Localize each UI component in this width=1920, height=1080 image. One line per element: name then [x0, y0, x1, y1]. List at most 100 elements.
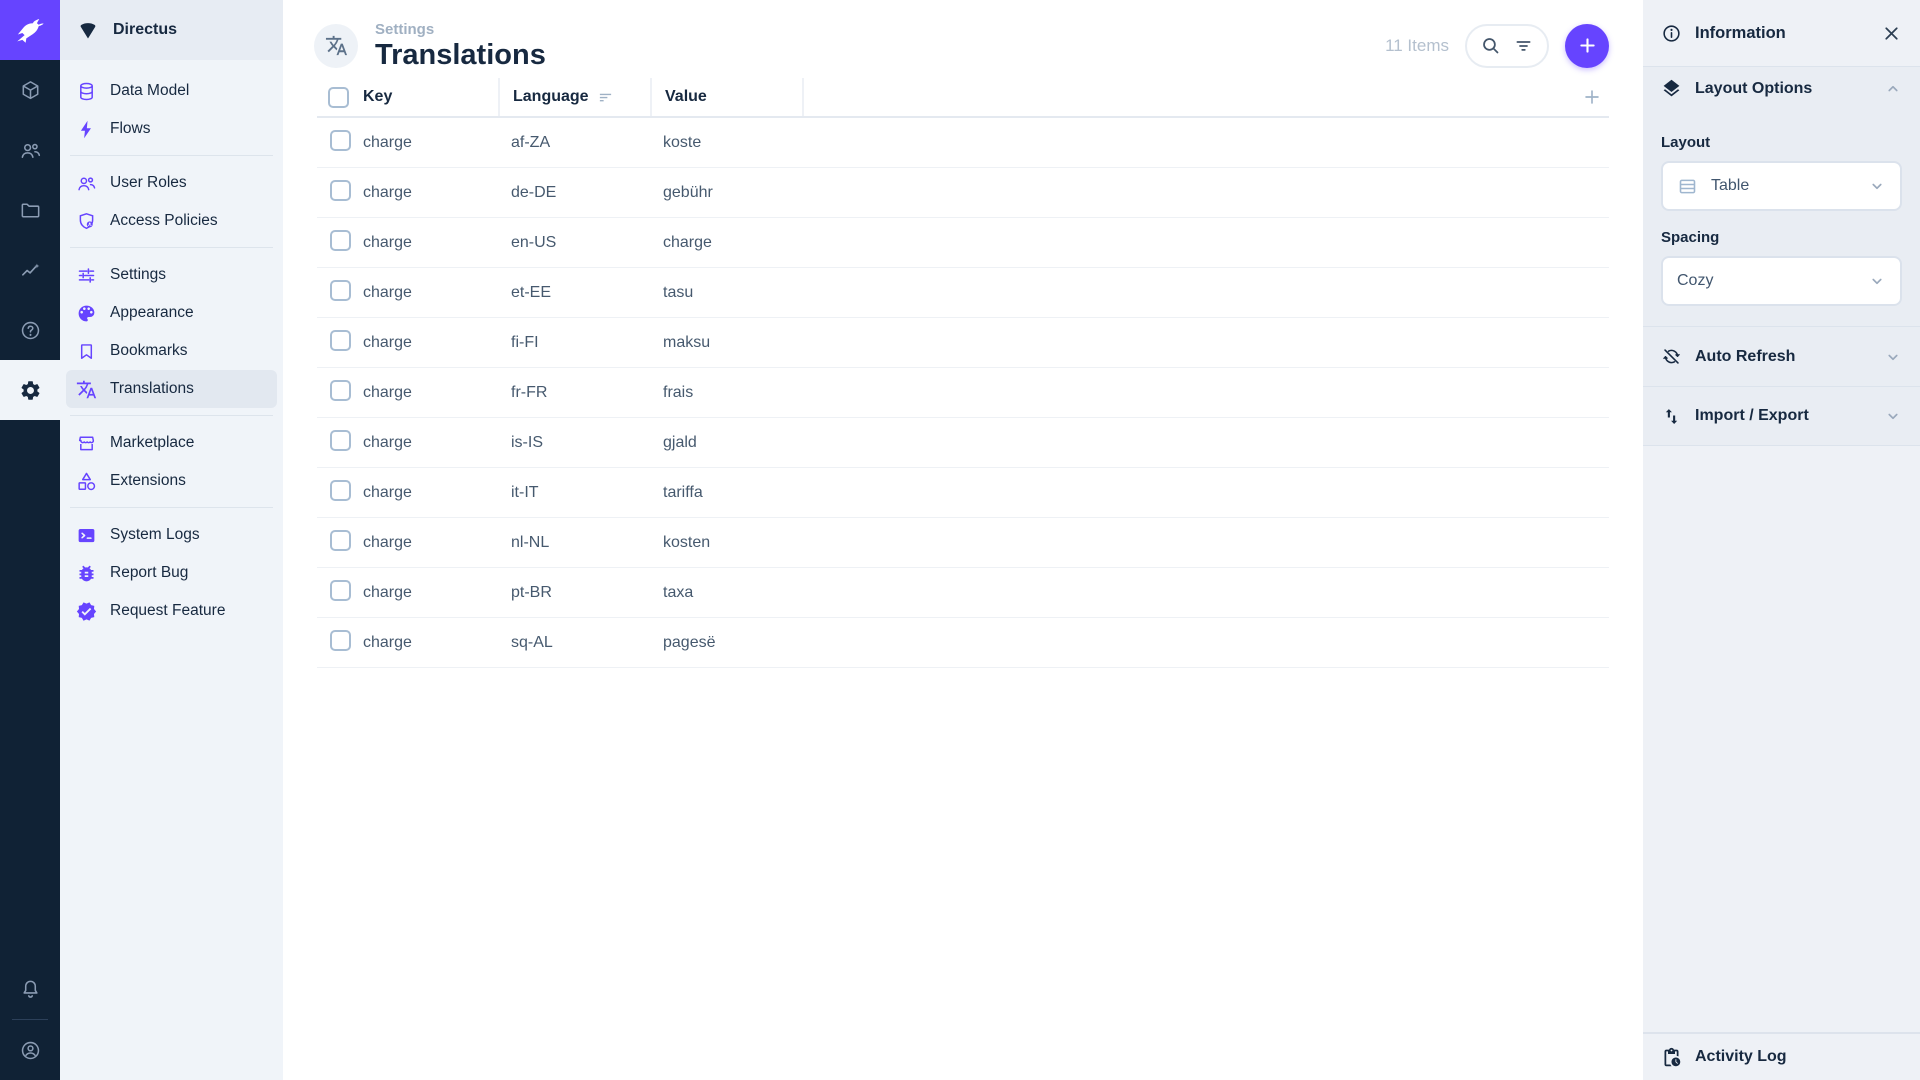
- search-icon: [1483, 38, 1499, 54]
- info-sidebar-title: Information: [1695, 23, 1786, 42]
- row-checkbox[interactable]: [330, 279, 351, 301]
- add-item-button[interactable]: [1565, 23, 1609, 68]
- storefront-icon: [76, 433, 97, 454]
- spacing-select[interactable]: Cozy: [1661, 256, 1902, 306]
- module-users[interactable]: [0, 120, 60, 180]
- cell-key: charge: [363, 333, 412, 351]
- table-row[interactable]: charge pt-BR taxa: [317, 568, 1609, 619]
- table-row[interactable]: charge af-ZA koste: [317, 118, 1609, 169]
- plus-icon: [1585, 90, 1599, 105]
- sidebar-item-label: Settings: [110, 266, 167, 283]
- sidebar-item-extensions[interactable]: Extensions: [66, 462, 277, 500]
- cell-value: tasu: [663, 283, 694, 301]
- nav-list: Data Model Flows User Roles Access Polic…: [60, 60, 283, 642]
- row-checkbox[interactable]: [330, 129, 351, 151]
- table-row[interactable]: charge it-IT tariffa: [317, 468, 1609, 519]
- add-column-button[interactable]: [1581, 86, 1603, 108]
- layout-options-section-header[interactable]: Layout Options: [1643, 66, 1920, 110]
- auto-refresh-section-header[interactable]: Auto Refresh: [1643, 326, 1920, 386]
- cell-value: gjald: [663, 433, 697, 451]
- layout-select[interactable]: Table: [1661, 161, 1902, 211]
- row-checkbox[interactable]: [330, 429, 351, 451]
- sidebar-item-system-logs[interactable]: System Logs: [66, 516, 277, 554]
- table-row[interactable]: charge de-DE gebühr: [317, 168, 1609, 219]
- table-layout-icon: [1677, 176, 1698, 197]
- module-content[interactable]: [0, 60, 60, 120]
- filter-button[interactable]: [1513, 35, 1534, 56]
- cell-value: charge: [663, 233, 712, 251]
- directus-logo[interactable]: [0, 0, 60, 60]
- table-row[interactable]: charge nl-NL kosten: [317, 518, 1609, 569]
- cell-key: charge: [363, 133, 412, 151]
- help-icon: [21, 321, 39, 339]
- sidebar-item-data-model[interactable]: Data Model: [66, 72, 277, 110]
- cell-key: charge: [363, 283, 412, 301]
- bolt-icon: [76, 119, 97, 140]
- spacing-field-label: Spacing: [1661, 229, 1720, 246]
- sidebar-item-label: Data Model: [110, 82, 190, 99]
- column-header-value[interactable]: Value: [650, 78, 802, 117]
- sidebar-item-request-feature[interactable]: Request Feature: [66, 592, 277, 630]
- sidebar-item-label: Access Policies: [110, 212, 218, 229]
- column-header-language[interactable]: Language: [498, 78, 650, 117]
- sidebar-item-label: Appearance: [110, 304, 194, 321]
- notifications-button[interactable]: [0, 959, 60, 1019]
- sidebar-item-label: System Logs: [110, 526, 200, 543]
- sidebar-item-appearance[interactable]: Appearance: [66, 294, 277, 332]
- sidebar-item-translations[interactable]: Translations: [66, 370, 277, 408]
- import-export-section-header[interactable]: Import / Export: [1643, 386, 1920, 446]
- row-checkbox[interactable]: [330, 229, 351, 251]
- sidebar-item-flows[interactable]: Flows: [66, 110, 277, 148]
- sidebar-item-label: Request Feature: [110, 602, 226, 619]
- cell-language: pt-BR: [511, 583, 552, 601]
- chevron-down-icon: [1868, 177, 1886, 195]
- table-row[interactable]: charge fr-FR frais: [317, 368, 1609, 419]
- module-files[interactable]: [0, 180, 60, 240]
- sidebar-item-bookmarks[interactable]: Bookmarks: [66, 332, 277, 370]
- table-row[interactable]: charge et-EE tasu: [317, 268, 1609, 319]
- table-row[interactable]: charge fi-FI maksu: [317, 318, 1609, 369]
- row-checkbox[interactable]: [330, 329, 351, 351]
- sidebar-item-marketplace[interactable]: Marketplace: [66, 424, 277, 462]
- close-sidebar-button[interactable]: [1881, 23, 1902, 44]
- module-docs[interactable]: [0, 300, 60, 360]
- account-button[interactable]: [0, 1020, 60, 1080]
- activity-log-button[interactable]: Activity Log: [1643, 1032, 1920, 1080]
- settings-gear-icon: [21, 380, 39, 400]
- sidebar-item-label: Report Bug: [110, 564, 189, 581]
- module-insights[interactable]: [0, 240, 60, 300]
- nav-divider: [70, 148, 273, 164]
- search-button[interactable]: [1480, 35, 1501, 56]
- row-checkbox[interactable]: [330, 179, 351, 201]
- nav-divider: [70, 408, 273, 424]
- row-checkbox[interactable]: [330, 579, 351, 601]
- table-row[interactable]: charge sq-AL pagesë: [317, 618, 1609, 669]
- sidebar-item-user-roles[interactable]: User Roles: [66, 164, 277, 202]
- row-checkbox[interactable]: [330, 529, 351, 551]
- cell-language: it-IT: [511, 483, 539, 501]
- cell-language: is-IS: [511, 433, 543, 451]
- cell-value: frais: [663, 383, 694, 401]
- sort-icon: [598, 90, 613, 105]
- cell-key: charge: [363, 483, 412, 501]
- column-header-key[interactable]: Key: [363, 78, 498, 116]
- table-header-row: Key Language Value: [317, 78, 1609, 119]
- nav-divider: [70, 240, 273, 256]
- sidebar-item-access-policies[interactable]: Access Policies: [66, 202, 277, 240]
- breadcrumb[interactable]: Settings: [375, 21, 435, 38]
- module-settings[interactable]: [0, 360, 60, 420]
- row-checkbox[interactable]: [330, 479, 351, 501]
- translations-table: Key Language Value charge af-ZA koste ch…: [317, 78, 1609, 669]
- project-chooser[interactable]: Directus: [60, 0, 283, 60]
- sidebar-item-report-bug[interactable]: Report Bug: [66, 554, 277, 592]
- row-checkbox[interactable]: [330, 629, 351, 651]
- translations-header-icon-button[interactable]: [314, 23, 358, 68]
- section-label: Import / Export: [1695, 407, 1809, 424]
- select-all-checkbox[interactable]: [328, 86, 349, 108]
- shield-person-icon: [76, 211, 97, 232]
- table-row[interactable]: charge is-IS gjald: [317, 418, 1609, 469]
- row-checkbox[interactable]: [330, 379, 351, 401]
- sidebar-item-settings[interactable]: Settings: [66, 256, 277, 294]
- chevron-down-icon: [1884, 348, 1902, 366]
- table-row[interactable]: charge en-US charge: [317, 218, 1609, 269]
